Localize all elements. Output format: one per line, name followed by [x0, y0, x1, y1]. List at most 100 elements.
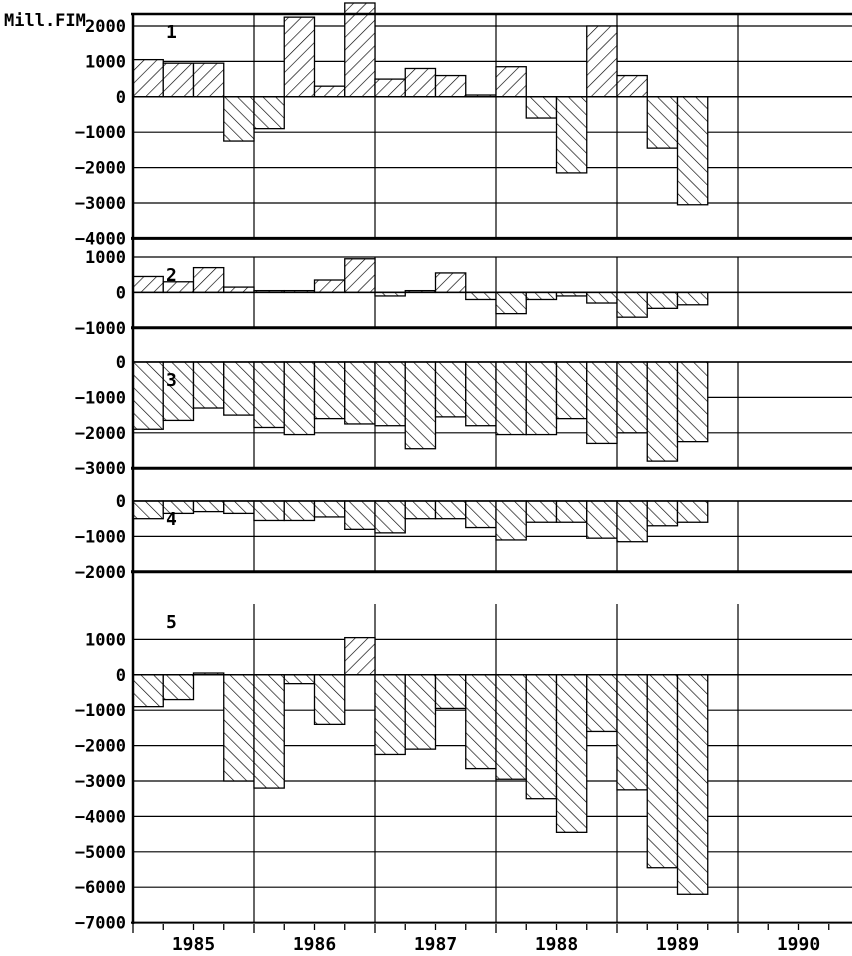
bar	[253, 500, 285, 522]
bar	[283, 674, 316, 685]
y-tick-label: 0	[116, 492, 126, 512]
bar	[283, 500, 316, 522]
bar	[404, 500, 437, 520]
x-tick-label: 1985	[172, 934, 215, 955]
bar	[525, 500, 558, 523]
bar	[525, 674, 558, 800]
bar	[525, 361, 558, 436]
bar	[253, 674, 285, 789]
y-tick-label: −1000	[75, 701, 126, 721]
bar	[495, 66, 527, 98]
bar	[495, 291, 527, 315]
bar	[434, 272, 467, 294]
y-tick-label: −5000	[75, 843, 126, 863]
bar	[495, 674, 527, 780]
bar	[646, 500, 679, 527]
x-tick-label: 1989	[656, 934, 699, 955]
bar	[616, 361, 648, 434]
bar	[313, 361, 346, 420]
y-tick-label: 0	[116, 283, 126, 303]
x-tick-label: 1990	[777, 934, 820, 955]
bar	[646, 674, 679, 869]
y-tick-label: −3000	[75, 772, 126, 792]
bar	[646, 96, 679, 149]
y-tick-label: 0	[116, 666, 126, 686]
bar	[616, 674, 648, 791]
bar	[313, 279, 346, 294]
bar	[374, 500, 406, 534]
bar	[586, 361, 618, 445]
bar	[192, 500, 225, 513]
bar	[676, 291, 709, 306]
bar	[404, 361, 437, 450]
panel-label: 4	[166, 509, 177, 530]
y-tick-label: 1000	[85, 248, 126, 268]
panel-label: 5	[166, 612, 177, 633]
y-tick-label: −1000	[75, 527, 126, 547]
bar	[313, 674, 346, 726]
bar	[586, 291, 618, 304]
y-tick-label: −3000	[75, 459, 126, 479]
y-tick-label: −7000	[75, 914, 126, 934]
bar	[676, 500, 709, 523]
y-tick-label: −2000	[75, 737, 126, 757]
bar	[676, 674, 709, 895]
bar	[344, 258, 376, 294]
bar	[132, 275, 164, 294]
bar	[676, 361, 709, 443]
y-tick-label: −2000	[75, 563, 126, 583]
bar	[223, 286, 255, 294]
y-tick-label: 0	[116, 88, 126, 108]
y-tick-label: 2000	[85, 17, 126, 37]
bar	[374, 78, 406, 98]
bar	[344, 361, 376, 425]
bar	[646, 291, 679, 309]
bar	[374, 674, 406, 756]
bar	[132, 674, 164, 708]
bar	[404, 67, 437, 98]
bar	[465, 291, 497, 301]
bar	[525, 291, 558, 301]
bar	[162, 361, 195, 422]
y-tick-label: −1000	[75, 123, 126, 143]
panel-frames	[131, 12, 852, 933]
bars	[132, 2, 709, 895]
bar	[283, 16, 316, 98]
bar	[132, 500, 164, 520]
bar	[404, 674, 437, 750]
bar	[344, 2, 376, 98]
bar	[223, 96, 255, 142]
bar	[555, 96, 588, 174]
bar	[586, 674, 618, 733]
bar	[465, 361, 497, 427]
bar	[192, 266, 225, 294]
y-tick-label: −2000	[75, 159, 126, 179]
bar	[223, 674, 255, 782]
bar	[344, 500, 376, 530]
unit-label: Mill.FIM	[4, 11, 86, 31]
bar	[192, 361, 225, 409]
y-tick-label: −4000	[75, 229, 126, 249]
bar	[465, 674, 497, 770]
bar	[586, 500, 618, 539]
bar	[374, 361, 406, 427]
y-tick-label: 0	[116, 353, 126, 373]
panel-label: 1	[166, 22, 177, 43]
y-tick-label: −1000	[75, 388, 126, 408]
bar	[192, 62, 225, 98]
bar	[223, 500, 255, 515]
bar	[434, 500, 467, 520]
bar	[162, 62, 195, 98]
bar	[162, 674, 195, 701]
bar	[223, 361, 255, 416]
bar	[616, 291, 648, 318]
y-tick-label: 1000	[85, 52, 126, 72]
bar	[465, 500, 497, 529]
y-tick-label: −3000	[75, 194, 126, 214]
bar	[586, 25, 618, 98]
bar	[555, 674, 588, 833]
bar	[283, 361, 316, 436]
bar	[676, 96, 709, 206]
y-tick-label: 1000	[85, 630, 126, 650]
